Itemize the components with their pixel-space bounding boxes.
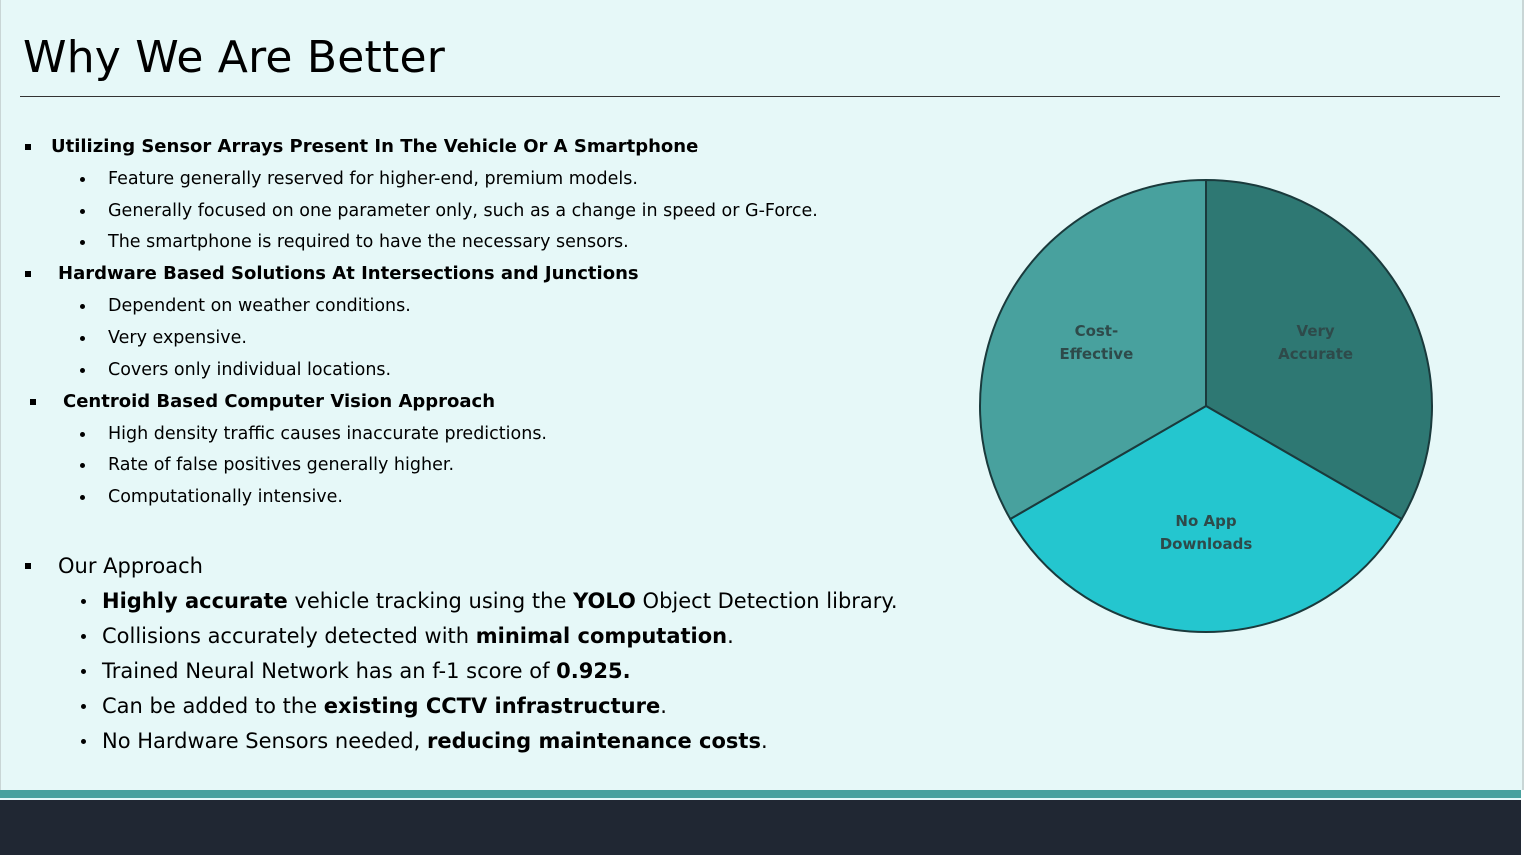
- text-run: .: [727, 624, 734, 648]
- bullet-icon: [80, 177, 85, 182]
- square-bullet-icon: [25, 271, 31, 277]
- section-heading-text: Utilizing Sensor Arrays Present In The V…: [51, 136, 699, 157]
- list-item-text: Computationally intensive.: [108, 487, 343, 507]
- list-item-text: Dependent on weather conditions.: [108, 296, 411, 316]
- pie-slice-label-line: No App: [1175, 512, 1236, 530]
- text-run: .: [660, 694, 667, 718]
- list-item-text: Rate of false positives generally higher…: [108, 455, 455, 475]
- section-heading-text: Our Approach: [58, 554, 203, 578]
- pie-slice: [1205, 178, 1433, 521]
- pie-slice-label: Very Accurate: [1278, 322, 1353, 363]
- text-run: Trained Neural Network has an f-1 score …: [102, 659, 557, 683]
- text-run: .: [760, 729, 768, 753]
- bullet-icon: [81, 669, 86, 674]
- bullet-icon: [80, 240, 85, 245]
- text-run: vehicle tracking using the: [287, 589, 574, 613]
- list-item-text: Very expensive.: [108, 328, 247, 348]
- bullet-icon: [81, 634, 86, 639]
- bold-text: YOLO: [573, 589, 636, 613]
- bold-text: minimal computation: [475, 624, 728, 648]
- pie-slice-label-line: Very: [1297, 322, 1335, 340]
- list-item-text: Feature generally reserved for higher-en…: [108, 169, 638, 189]
- bold-text: 0.925.: [556, 659, 631, 683]
- pie-slice-label-line: Cost-: [1075, 322, 1119, 340]
- approach-item-text: Highly accurate vehicle tracking using t…: [102, 588, 898, 614]
- bullet-icon: [81, 599, 86, 604]
- list-item-text: Generally focused on one parameter only,…: [108, 201, 818, 221]
- approach-item-text: No Hardware Sensors needed, reducing mai…: [102, 728, 768, 754]
- section-heading-text: Centroid Based Computer Vision Approach: [63, 391, 496, 412]
- pie-slice-label-line: Effective: [1060, 345, 1134, 363]
- bullet-icon: [80, 432, 85, 437]
- bullet-icon: [80, 336, 85, 341]
- pie-chart: Very Accurate No App Downloads Cost- Effectiv…: [979, 178, 1433, 633]
- title-divider: [20, 96, 1500, 97]
- square-bullet-icon: [25, 563, 31, 569]
- list-item-text: The smartphone is required to have the n…: [108, 232, 629, 252]
- bullet-icon: [80, 463, 85, 468]
- footer-gap: [0, 798, 1521, 800]
- square-bullet-icon: [30, 399, 36, 405]
- slide: Why We Are Better Utilizing Sensor Array…: [0, 0, 1524, 790]
- text-run: Can be added to the: [102, 694, 324, 718]
- pie-slice-label-line: Downloads: [1160, 535, 1253, 553]
- pie-slice-label: Cost- Effective: [1060, 322, 1134, 363]
- bullet-icon: [80, 495, 85, 500]
- approach-item-text: Can be added to the existing CCTV infras…: [102, 693, 667, 719]
- approach-item-text: Collisions accurately detected with mini…: [102, 623, 734, 649]
- text-run: Object Detection library.: [635, 589, 898, 613]
- bold-text: reducing maintenance costs: [426, 729, 761, 753]
- text-run: Collisions accurately detected with: [102, 624, 476, 648]
- footer-bar: [0, 800, 1521, 855]
- bullet-icon: [81, 704, 86, 709]
- list-item-text: High density traffic causes inaccurate p…: [108, 424, 547, 444]
- approach-item-text: Trained Neural Network has an f-1 score …: [102, 658, 631, 684]
- footer-accent-band: [0, 790, 1521, 798]
- bullet-icon: [81, 739, 86, 744]
- pie-slice: [979, 178, 1207, 521]
- square-bullet-icon: [25, 144, 31, 150]
- text-run: No Hardware Sensors needed,: [102, 729, 427, 753]
- pie-slice-label-line: Accurate: [1278, 345, 1353, 363]
- bullet-icon: [80, 368, 85, 373]
- section-heading-text: Hardware Based Solutions At Intersection…: [58, 263, 639, 284]
- bullet-icon: [80, 304, 85, 309]
- pie-slice-label: No App Downloads: [1160, 512, 1253, 553]
- bullet-icon: [80, 209, 85, 214]
- list-item-text: Covers only individual locations.: [108, 360, 392, 380]
- slide-title: Why We Are Better: [23, 32, 446, 83]
- bold-text: existing CCTV infrastructure: [323, 694, 661, 718]
- bold-text: Highly accurate: [102, 589, 288, 613]
